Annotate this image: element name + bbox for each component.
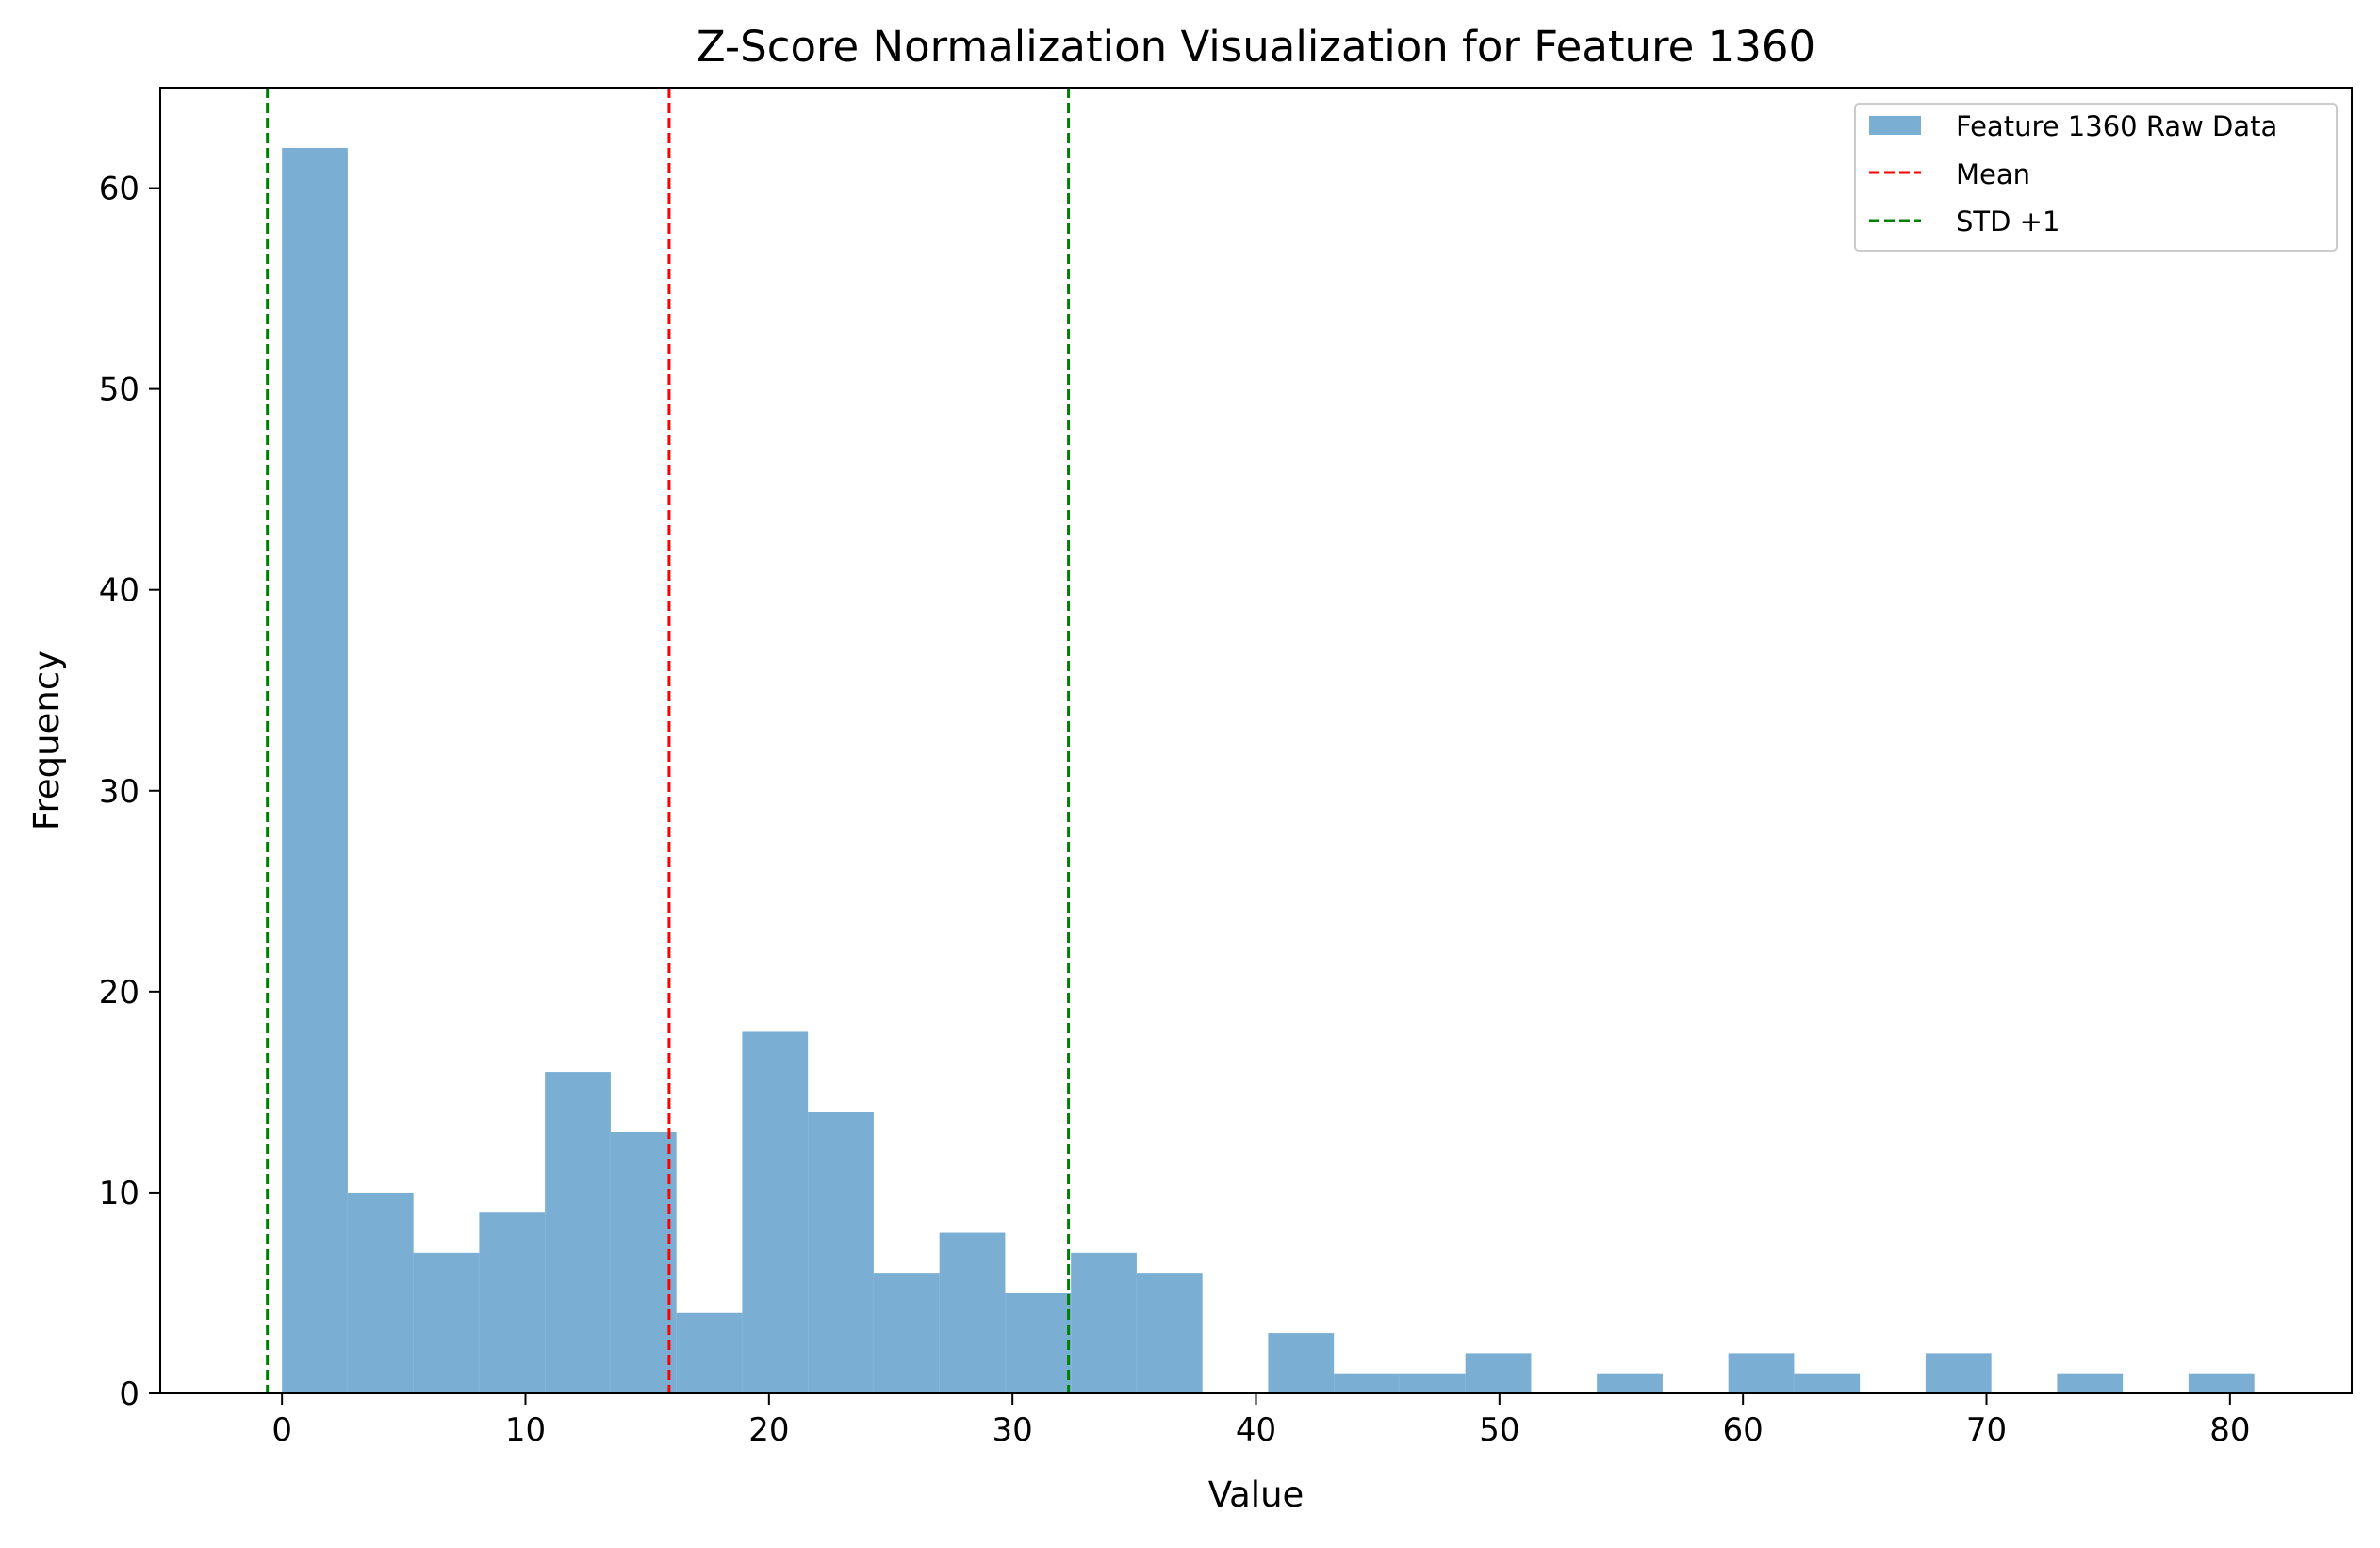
x-tick-label: 0 <box>271 1411 292 1449</box>
histogram-bar <box>1465 1353 1532 1393</box>
histogram-bar <box>347 1192 414 1393</box>
histogram-bar <box>676 1312 743 1393</box>
x-tick-label: 40 <box>1236 1411 1276 1449</box>
legend-box <box>1854 103 2338 252</box>
histogram-bar <box>1334 1373 1400 1393</box>
y-tick-label: 0 <box>119 1375 140 1413</box>
x-tick-label: 10 <box>505 1411 546 1449</box>
y-tick-label: 60 <box>99 171 140 208</box>
x-tick-label: 70 <box>1966 1411 2007 1449</box>
y-axis-title: Frequency <box>26 650 67 831</box>
histogram-bar <box>610 1132 677 1393</box>
legend-label-std: STD +1 <box>1956 206 2060 238</box>
legend: Feature 1360 Raw Data Mean STD +1 <box>1854 103 2338 252</box>
x-tick-label: 60 <box>1723 1411 1764 1449</box>
y-axis-ticks: 0 10 20 30 40 50 60 <box>99 171 160 1413</box>
legend-label-mean: Mean <box>1956 158 2030 190</box>
histogram-bar <box>282 147 348 1393</box>
x-tick-label: 50 <box>1479 1411 1519 1449</box>
bars-layer <box>282 147 2255 1393</box>
legend-label-raw-data: Feature 1360 Raw Data <box>1956 110 2277 142</box>
x-axis-ticks: 0 10 20 30 40 50 60 70 80 <box>271 1393 2250 1449</box>
histogram-bar <box>1399 1373 1466 1393</box>
y-tick-label: 20 <box>99 974 140 1012</box>
histogram-bar <box>939 1232 1006 1393</box>
plot-frame <box>159 87 2353 1394</box>
histogram-bar <box>808 1112 874 1393</box>
histogram-bar <box>1597 1373 1663 1393</box>
y-tick-label: 30 <box>99 773 140 811</box>
histogram-bar <box>545 1072 611 1393</box>
x-tick-label: 30 <box>993 1411 1033 1449</box>
histogram-bar <box>1005 1293 1072 1393</box>
histogram-bar <box>1136 1273 1203 1393</box>
histogram-bar <box>479 1212 546 1393</box>
histogram-bar <box>1728 1353 1795 1393</box>
histogram-bar <box>873 1273 940 1393</box>
y-tick-label: 50 <box>99 371 140 409</box>
chart-title: Z-Score Normalization Visualization for … <box>697 22 1815 72</box>
reference-lines-layer <box>266 88 1071 1393</box>
legend-swatch-raw-data <box>1869 116 1921 135</box>
histogram-bar <box>1268 1333 1335 1393</box>
histogram-bar <box>742 1031 809 1393</box>
x-tick-label: 80 <box>2209 1411 2250 1449</box>
histogram-bar <box>2188 1373 2255 1393</box>
x-tick-label: 20 <box>748 1411 789 1449</box>
histogram-bar <box>1794 1373 1861 1393</box>
y-tick-label: 10 <box>99 1175 140 1212</box>
y-tick-label: 40 <box>99 572 140 610</box>
histogram-bar <box>2057 1373 2124 1393</box>
histogram-bar <box>413 1252 480 1393</box>
histogram-bar <box>1925 1353 1992 1393</box>
histogram-bar <box>1071 1252 1137 1393</box>
x-axis-title: Value <box>1208 1474 1305 1515</box>
